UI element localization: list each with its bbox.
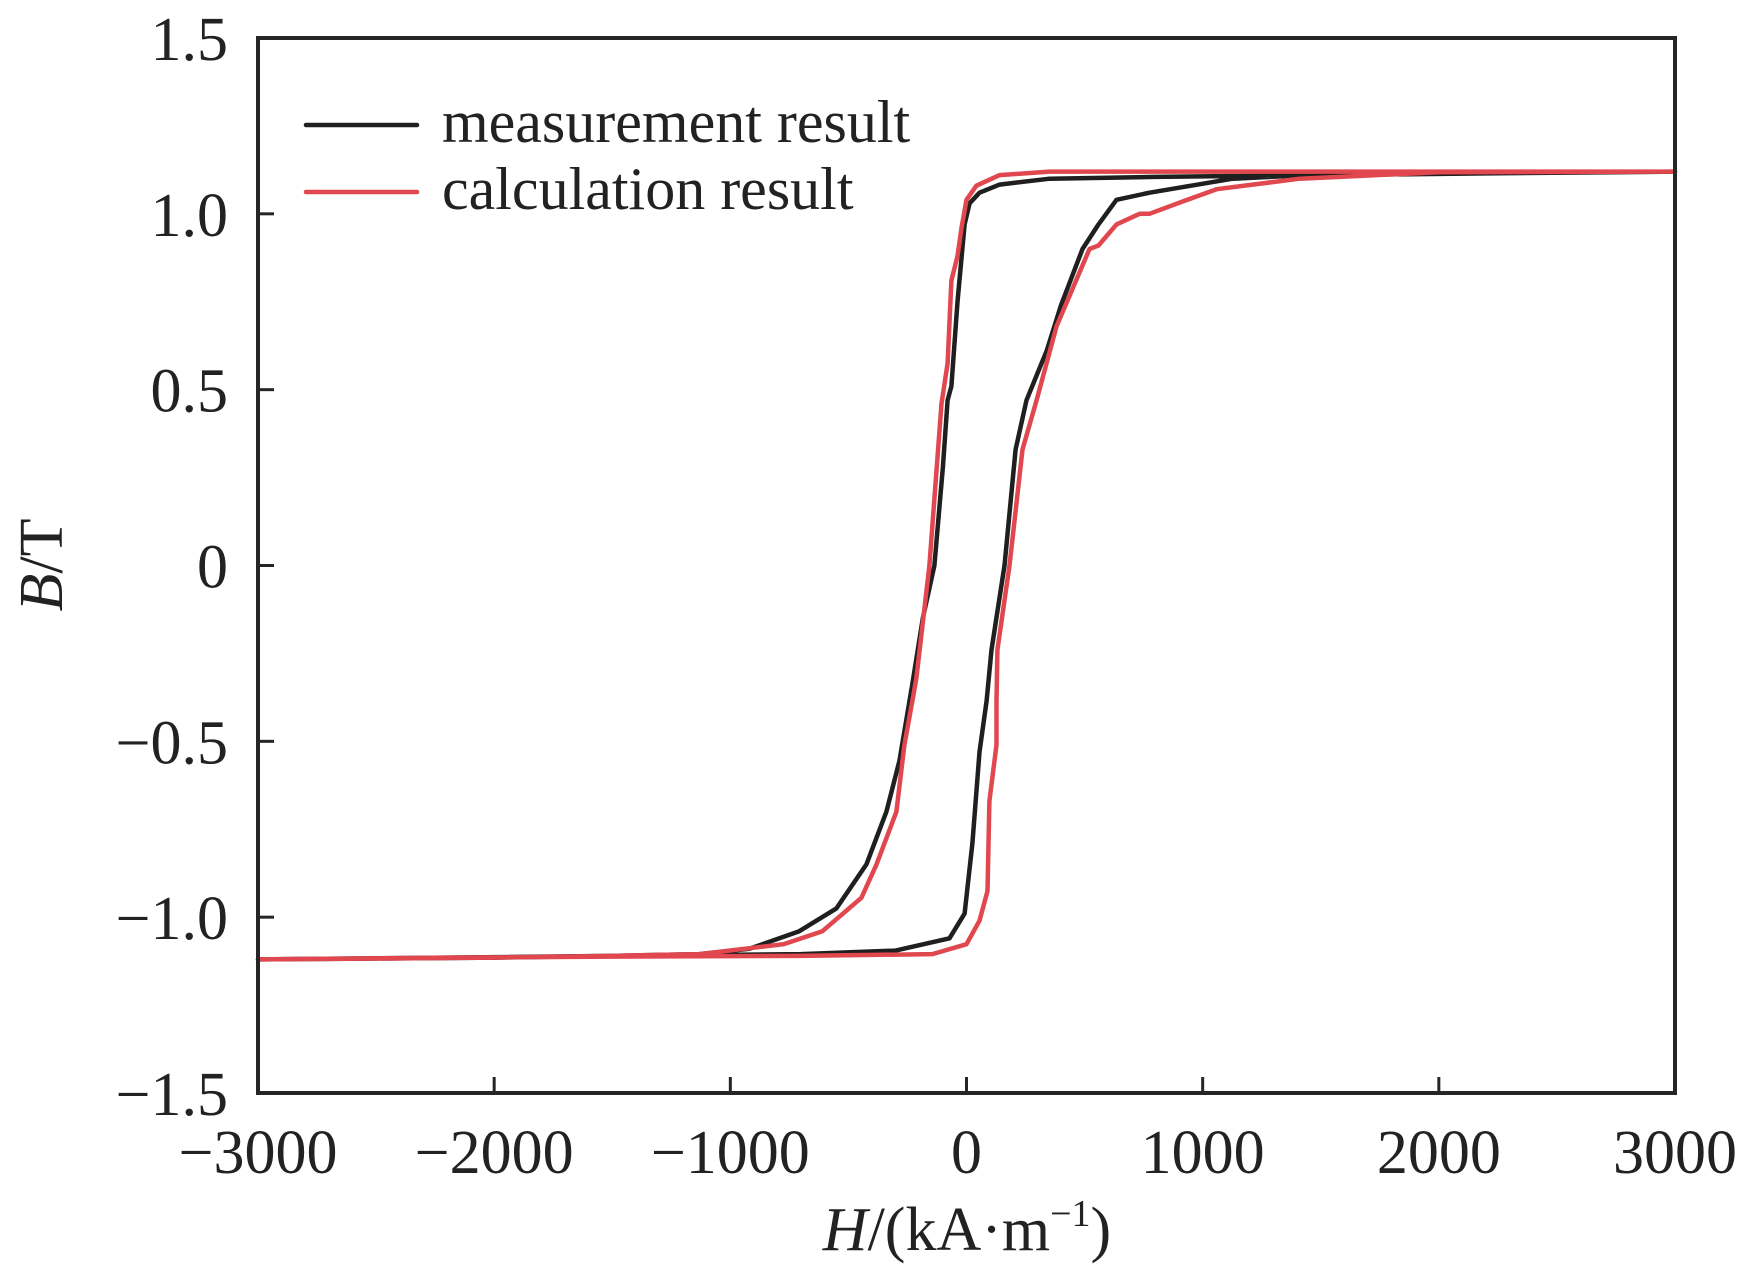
x-tick-label: −3000: [179, 1119, 338, 1187]
y-tick-label: −0.5: [116, 709, 228, 777]
y-axis-unit: /T: [8, 519, 76, 574]
x-tick-label: −2000: [415, 1119, 574, 1187]
x-axis-title: H/(kA·m−1): [822, 1193, 1111, 1264]
x-tick-label: 1000: [1141, 1119, 1265, 1187]
x-axis-unit-exponent: −1: [1050, 1193, 1090, 1235]
x-axis-unit-close: ): [1091, 1196, 1112, 1264]
x-tick-label: 3000: [1613, 1119, 1737, 1187]
y-tick-label: −1.5: [116, 1061, 228, 1129]
series-layer: [255, 169, 1678, 962]
y-axis-title: B/T: [8, 519, 76, 612]
y-axis-var: B: [8, 574, 76, 612]
y-tick-label: 1.5: [151, 6, 229, 74]
y-tick-label: 0.5: [151, 358, 229, 426]
y-axis: 1.5 1.0 0.5 0 −0.5 −1.0 −1.5: [116, 6, 274, 1129]
y-tick-label: 0: [197, 534, 228, 602]
x-tick-label: −1000: [651, 1119, 810, 1187]
x-axis-unit: /(kA·m: [868, 1196, 1051, 1264]
x-axis-var: H: [822, 1196, 871, 1264]
y-tick-label: −1.0: [116, 885, 228, 953]
legend: measurement result calculation result: [303, 89, 910, 222]
y-tick-label: 1.0: [151, 182, 229, 250]
x-tick-label: 2000: [1377, 1119, 1501, 1187]
x-tick-label: 0: [951, 1119, 982, 1187]
legend-label-calculation: calculation result: [442, 156, 854, 222]
x-axis: −3000 −2000 −1000 0 1000 2000 3000: [179, 1077, 1737, 1187]
series-line-measurement-result: [255, 169, 1678, 962]
legend-label-measurement: measurement result: [442, 89, 910, 155]
series-line-calculation-result: [255, 169, 1678, 962]
